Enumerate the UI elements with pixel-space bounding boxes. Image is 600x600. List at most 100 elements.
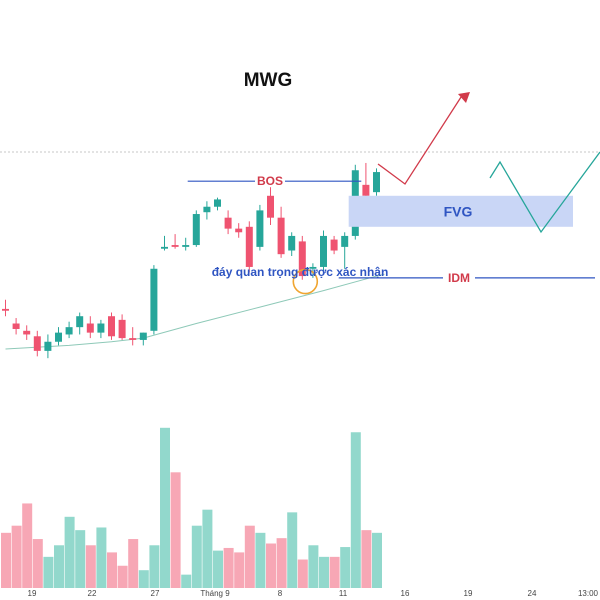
candle [309, 263, 317, 278]
idm-label: IDM [448, 271, 470, 285]
candle-body [97, 323, 105, 333]
volume-bars [1, 427, 382, 588]
volume-bar [223, 547, 234, 588]
candle [118, 314, 126, 340]
candle [33, 330, 41, 357]
bos-label: BOS [257, 174, 283, 188]
candle [23, 325, 31, 340]
candle-body [309, 266, 317, 269]
candle [76, 312, 84, 335]
volume-bar [350, 432, 361, 588]
candle-body [108, 316, 115, 337]
x-tick-label: Tháng 9 [200, 589, 230, 598]
candle-body [65, 327, 73, 335]
x-axis: 19 22 27 Tháng 9 8 11 16 19 24 13:00 [28, 589, 599, 598]
volume-bar [308, 545, 319, 588]
candle [235, 223, 243, 238]
candle-body [320, 235, 327, 267]
candle [203, 201, 211, 220]
important-low-label: đáy quan trọng được xác nhận [212, 265, 389, 279]
volume-bar [64, 516, 75, 588]
volume-bar [96, 527, 107, 588]
candle-body [330, 239, 338, 251]
x-tick-label: 19 [28, 589, 37, 598]
volume-bar [213, 550, 223, 588]
candle [298, 235, 306, 280]
candle [245, 221, 253, 273]
x-tick-label: 8 [278, 589, 283, 598]
projection-bullish-path [377, 93, 464, 185]
volume-bar [266, 543, 276, 588]
bos-label-bg [255, 174, 285, 188]
volume-bar [11, 525, 22, 588]
candle-body [256, 210, 264, 247]
candle [97, 319, 105, 339]
candle-body [288, 235, 296, 251]
x-tick-label: 19 [464, 589, 473, 598]
candle-body [341, 235, 349, 247]
candle-body [129, 338, 137, 340]
volume-bar [128, 539, 139, 588]
candle-body [76, 316, 84, 328]
candle-body [214, 199, 221, 207]
candle-body [235, 228, 243, 233]
projection-arrowhead [458, 92, 470, 103]
candle [12, 318, 20, 335]
x-tick-label: 13:00 [578, 589, 599, 598]
candle [373, 168, 380, 196]
candle [86, 316, 94, 339]
candle [277, 206, 285, 258]
candle [320, 230, 327, 271]
candle [44, 334, 52, 359]
candle [150, 265, 158, 335]
candle [288, 232, 296, 256]
fvg-label: FVG [444, 203, 473, 219]
candle-body [23, 330, 31, 335]
volume-bar [160, 427, 170, 588]
candle-body [171, 245, 179, 247]
candle [267, 186, 274, 225]
moving-average [5, 273, 385, 350]
candle [182, 237, 190, 251]
volume-bar [54, 545, 64, 588]
candle [214, 197, 221, 211]
candle-body [86, 323, 94, 333]
volume-bar [22, 503, 33, 588]
candle-body [298, 241, 306, 277]
volume-bar [181, 574, 192, 588]
candle-body [362, 184, 370, 196]
candle-body [2, 308, 9, 311]
candle [330, 235, 338, 255]
candle-body [33, 336, 41, 351]
candle-body [118, 319, 126, 339]
important-low-circle [292, 268, 319, 295]
volume-bar [297, 559, 308, 588]
candle-body [12, 323, 20, 329]
x-tick-label: 24 [528, 589, 537, 598]
volume-bar [340, 547, 351, 588]
volume-bar [255, 532, 266, 588]
candle-body [224, 217, 232, 229]
volume-bar [107, 552, 117, 588]
volume-bar [170, 472, 181, 588]
candle [256, 204, 264, 251]
candle [2, 299, 9, 317]
candle [161, 235, 168, 251]
volume-bar [372, 532, 382, 588]
candle-body [161, 246, 168, 249]
x-tick-label: 27 [151, 589, 160, 598]
volume-bar [319, 556, 329, 588]
candle [65, 321, 73, 339]
volume-bar [1, 532, 11, 588]
candle-body [182, 245, 190, 247]
volume-bar [329, 556, 340, 588]
idm-label-bg [443, 270, 475, 284]
candle-body [203, 206, 211, 213]
projection-paths [377, 92, 600, 234]
volume-bar [75, 530, 86, 588]
volume-bar [138, 570, 149, 588]
projection-alternate-path [489, 151, 600, 234]
candles [2, 162, 380, 359]
candle-body [44, 341, 52, 351]
